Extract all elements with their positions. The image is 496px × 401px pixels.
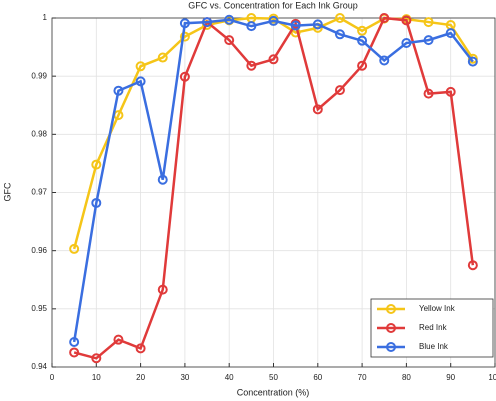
series-line [72,18,474,343]
y-tick-label: 0.97 [31,188,47,197]
point [246,21,257,32]
point [423,35,434,46]
legend-marker [386,304,396,314]
x-tick-label: 40 [225,373,234,382]
point [135,76,146,87]
point [334,85,345,96]
legend-marker [386,323,396,333]
point [224,35,235,46]
point [445,28,456,39]
x-tick-label: 10 [92,373,101,382]
x-tick-label: 80 [402,373,411,382]
x-tick-label: 30 [180,373,189,382]
y-axis-label: GFC [2,182,12,201]
point [268,54,279,65]
point [91,353,102,364]
legend-label: Red Ink [419,323,448,332]
point [467,260,478,271]
point [401,15,412,26]
point [69,347,80,358]
x-tick-label: 90 [446,373,455,382]
y-tick-label: 0.99 [31,71,47,80]
point [157,52,168,63]
point [334,13,345,23]
legend: Yellow Ink Red Ink Blue Ink [370,298,494,358]
x-tick-label: 20 [136,373,145,382]
point [246,60,257,71]
point [224,14,235,25]
point [357,25,368,36]
point [423,17,434,28]
series-line [73,16,475,360]
point [290,20,301,31]
point [379,13,390,23]
point [91,197,102,208]
point [179,71,190,82]
x-tick-label: 0 [50,373,55,382]
point [467,56,478,67]
x-tick-label: 60 [313,373,322,382]
point [379,55,390,66]
x-tick-label: 70 [358,373,367,382]
point [445,86,456,97]
y-tick-label: 0.95 [31,304,47,313]
y-tick-label: 0.98 [31,129,47,138]
point [334,29,345,40]
point [113,334,124,345]
point [179,31,190,42]
point [357,60,368,71]
chart-title: GFC vs. Concentration for Each Ink Group [188,0,358,10]
point [179,18,190,29]
point [157,284,168,295]
point [312,104,323,115]
x-tick-label: 100 [488,373,496,382]
point [69,336,80,347]
point [91,159,102,170]
point [113,85,124,96]
y-tick-label: 1 [43,13,48,22]
point [423,88,434,99]
point [69,243,80,254]
y-tick-label: 0.96 [31,246,47,255]
point [401,38,412,49]
point [357,35,368,46]
x-tick-label: 50 [269,373,278,382]
point [268,15,279,26]
point [135,343,146,354]
point [202,17,213,28]
point [135,61,146,72]
point [312,19,323,30]
x-axis-label: Concentration (%) [237,387,310,397]
y-tick-label: 0.94 [31,362,47,371]
point [157,174,168,185]
legend-label: Yellow Ink [419,304,456,313]
legend-label: Blue Ink [419,342,449,351]
legend-marker [386,342,396,352]
